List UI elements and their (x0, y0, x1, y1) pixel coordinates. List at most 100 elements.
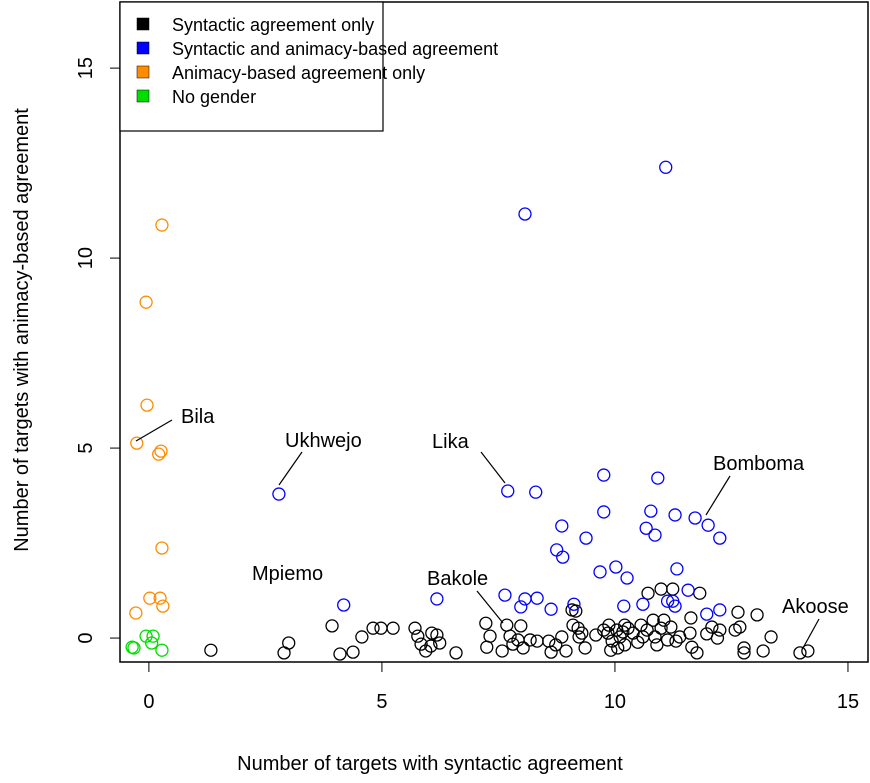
point (705, 620, 719, 634)
point (544, 602, 558, 616)
point (550, 543, 564, 557)
point (155, 218, 169, 232)
point (737, 641, 751, 655)
point (139, 295, 153, 309)
point (641, 586, 655, 600)
point (620, 571, 634, 585)
point (750, 608, 764, 622)
point (559, 644, 573, 658)
point (156, 599, 170, 613)
point (654, 582, 668, 596)
annotation-leader (705, 475, 731, 516)
point (555, 519, 569, 533)
point (657, 613, 671, 627)
point (146, 629, 160, 643)
point (593, 565, 607, 579)
point (681, 583, 695, 597)
point (597, 468, 611, 482)
point (518, 592, 532, 606)
annotation: Mpiemo (252, 563, 323, 585)
x-tick-label: 5 (376, 691, 387, 713)
point (501, 484, 515, 498)
point (414, 637, 428, 651)
point (693, 586, 707, 600)
annotation: Lika (432, 431, 470, 453)
point (419, 644, 433, 658)
point (618, 638, 632, 652)
point (602, 618, 616, 632)
x-tick-label: 10 (604, 691, 626, 713)
point (514, 619, 528, 633)
point (578, 641, 592, 655)
point (500, 618, 514, 632)
point (530, 634, 544, 648)
annotation: Bila (181, 406, 215, 428)
point (529, 485, 543, 499)
point (668, 599, 682, 613)
point (514, 600, 528, 614)
annotation: Akoose (782, 596, 849, 618)
y-tick-label: 5 (75, 443, 97, 454)
point (479, 616, 493, 630)
point (597, 505, 611, 519)
point (498, 588, 512, 602)
point (411, 629, 425, 643)
x-axis-label: Number of targets with syntactic agreeme… (237, 753, 623, 775)
annotation: Ukhwejo (285, 430, 362, 452)
legend-swatch (136, 65, 150, 79)
point (660, 633, 675, 647)
point (483, 629, 497, 643)
point (569, 604, 583, 618)
legend-label: Syntactic and animacy-based agreement (172, 39, 498, 59)
point (646, 613, 660, 627)
point (731, 605, 745, 619)
point (355, 630, 369, 644)
legend-swatch (136, 17, 150, 31)
y-tick-label: 0 (75, 632, 97, 643)
y-axis-label: Number of targets with animacy-based agr… (11, 108, 33, 552)
point (449, 646, 463, 660)
x-tick-label: 15 (837, 691, 859, 713)
point (555, 630, 569, 644)
point (640, 623, 654, 637)
point (503, 629, 517, 643)
point (648, 528, 662, 542)
point (597, 623, 611, 637)
point (690, 646, 704, 660)
point (153, 591, 167, 605)
point (684, 611, 698, 625)
point (700, 607, 714, 621)
point (143, 591, 157, 605)
point (756, 644, 770, 658)
point (713, 603, 727, 617)
point (660, 594, 675, 608)
point (639, 521, 653, 535)
point (272, 487, 286, 501)
point (664, 620, 678, 634)
point (650, 638, 664, 652)
annotation-leader (480, 451, 506, 484)
point (433, 636, 447, 650)
point (556, 550, 570, 564)
point (636, 597, 650, 611)
point (617, 599, 631, 613)
y-tick-label: 10 (75, 247, 97, 269)
point (518, 207, 532, 221)
point (648, 630, 662, 644)
point (544, 645, 558, 659)
point (572, 630, 586, 644)
plot-box (119, 1, 869, 663)
point (155, 643, 169, 657)
point (793, 646, 807, 660)
point (374, 621, 388, 635)
legend-label: Syntactic agreement only (172, 15, 374, 35)
point (366, 621, 380, 635)
point (430, 628, 444, 642)
point (659, 160, 673, 174)
point (145, 636, 159, 650)
x-tick-label: 0 (143, 691, 154, 713)
point (666, 582, 680, 596)
point (668, 508, 682, 522)
legend-swatch (136, 89, 150, 103)
